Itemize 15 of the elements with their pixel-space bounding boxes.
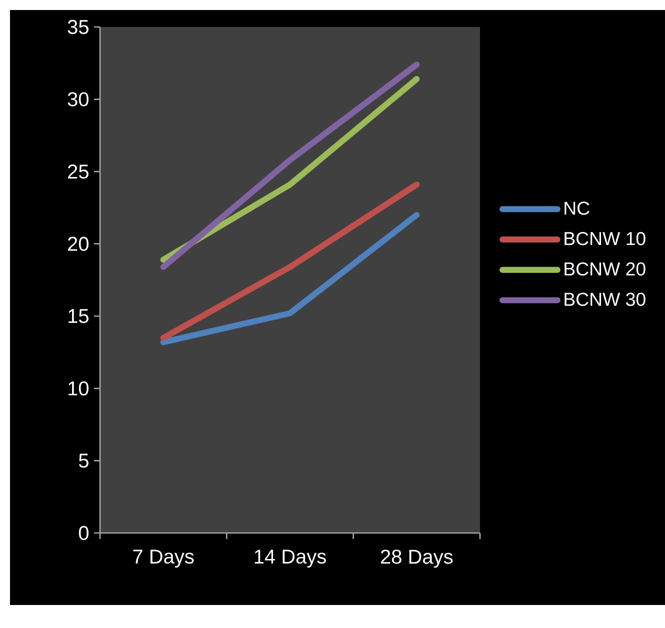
y-tick-label: 10 — [68, 381, 88, 396]
x-tick-label: 28 Days — [380, 550, 453, 568]
x-tick-label: 7 Days — [133, 550, 194, 568]
y-tick-label: 0 — [78, 526, 88, 540]
y-tick-label: 30 — [68, 92, 88, 106]
y-tick-label: 35 — [68, 20, 88, 34]
y-tick-label: 5 — [78, 454, 88, 468]
y-tick-label: 15 — [68, 309, 88, 324]
legend-label: NC — [564, 202, 590, 215]
legend-label: BCNW 30 — [564, 292, 646, 306]
x-tick-label: 14 Days — [254, 550, 326, 568]
y-tick-label: 25 — [68, 164, 88, 179]
y-tick-label: 20 — [68, 236, 88, 251]
legend-label: BCNW 10 — [564, 232, 646, 246]
legend-label: BCNW 20 — [564, 262, 646, 276]
